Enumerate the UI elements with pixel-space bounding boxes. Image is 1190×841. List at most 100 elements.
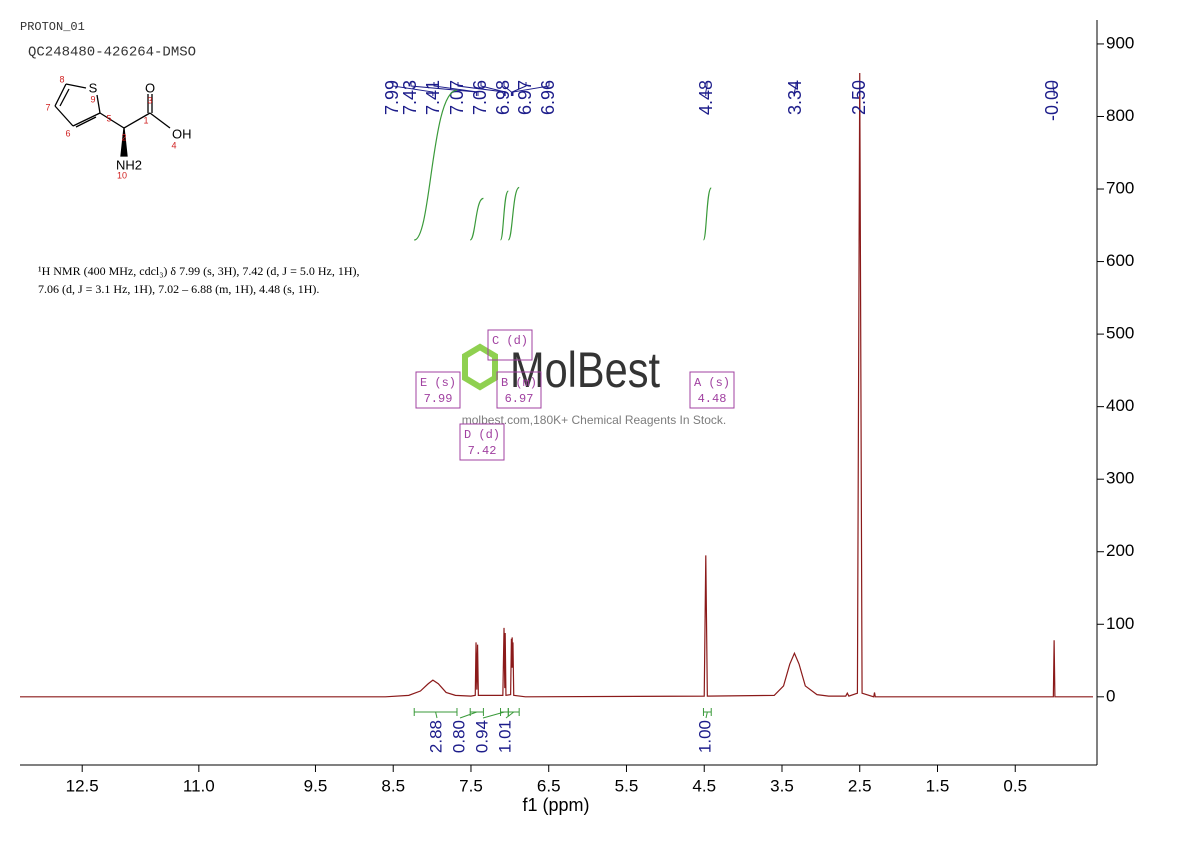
bond	[149, 112, 171, 129]
integral-leader	[459, 711, 477, 719]
watermark-tagline: molbest.com,180K+ Chemical Reagents In S…	[462, 413, 726, 427]
bond	[59, 88, 70, 107]
multiplet-shift: 7.42	[468, 444, 497, 458]
locant: 10	[117, 170, 127, 180]
multiplet-box	[689, 371, 735, 409]
multiplet-name: D (d)	[464, 428, 500, 442]
bond	[75, 116, 97, 128]
locant: 5	[106, 113, 111, 123]
peak-label: 6.97	[515, 80, 535, 115]
x-tick-label: 9.5	[304, 776, 328, 795]
experiment-name: PROTON_01	[20, 20, 85, 34]
peak-leader	[705, 82, 708, 96]
integral-curve	[507, 186, 520, 241]
peak-leader	[457, 82, 505, 96]
locant: 2	[121, 132, 126, 142]
report-line: ¹H NMR (400 MHz, cdcl₃) δ 7.99 (s, 3H), …	[38, 264, 360, 278]
peak-label: 7.41	[423, 80, 443, 115]
bond	[99, 112, 125, 129]
watermark: MolBest molbest.com,180K+ Chemical Reage…	[462, 342, 726, 427]
peak-label: 7.43	[400, 80, 420, 115]
peak-leader	[1052, 82, 1055, 96]
multiplet-box	[459, 423, 505, 461]
watermark-brand: MolBest	[510, 342, 660, 398]
watermark-logo	[462, 343, 498, 391]
integral-label: 2.88	[426, 720, 445, 753]
x-tick-label: 6.5	[537, 776, 561, 795]
y-tick-label: 0	[1106, 686, 1115, 705]
locant: 3	[147, 95, 152, 105]
x-tick-label: 0.5	[1003, 776, 1027, 795]
locant: 6	[65, 128, 70, 138]
peak-label: -0.00	[1042, 80, 1062, 121]
x-tick-label: 7.5	[459, 776, 483, 795]
x-tick-label: 2.5	[848, 776, 872, 795]
integral-leader	[482, 711, 505, 719]
molecule	[54, 83, 171, 157]
integral-label: 0.94	[472, 720, 491, 753]
x-tick-label: 8.5	[381, 776, 405, 795]
y-tick-label: 600	[1106, 251, 1134, 270]
bond	[96, 94, 101, 114]
x-tick-label: 3.5	[770, 776, 794, 795]
atom: OH	[172, 126, 192, 141]
integral-leader	[505, 711, 515, 719]
y-tick-label: 700	[1106, 179, 1134, 198]
x-tick-label: 12.5	[66, 776, 99, 795]
report-line: 7.06 (d, J = 3.1 Hz, 1H), 7.02 – 6.88 (m…	[38, 282, 319, 296]
multiplet-box	[496, 371, 542, 409]
peak-leader	[512, 82, 550, 96]
wedge-bond	[120, 127, 128, 157]
integral-bracket	[413, 708, 458, 716]
peak-leader	[392, 82, 434, 96]
bond	[54, 105, 74, 127]
peak-leader	[480, 82, 506, 96]
x-tick-label: 5.5	[615, 776, 639, 795]
integral-curve	[413, 89, 458, 241]
locant: 7	[45, 102, 50, 112]
multiplet-box	[415, 371, 461, 409]
y-tick-label: 900	[1106, 33, 1134, 52]
atom: O	[145, 80, 155, 95]
locant: 1	[143, 115, 148, 125]
integral-curve	[469, 197, 484, 241]
bond	[65, 83, 87, 89]
peak-label: 6.96	[538, 80, 558, 115]
bond	[54, 83, 67, 107]
peak-leader	[410, 82, 477, 96]
sample-name: QC248480-426264-DMSO	[28, 45, 196, 61]
integral-leader	[435, 711, 438, 719]
y-tick-label: 200	[1106, 541, 1134, 560]
bond	[123, 112, 151, 129]
integral-label: 0.80	[449, 720, 468, 753]
peak-label: 4.48	[696, 80, 716, 115]
peak-leader	[793, 82, 797, 96]
multiplet-box	[487, 329, 533, 361]
peak-leader	[503, 82, 512, 96]
bond	[72, 112, 101, 127]
y-tick-label: 400	[1106, 396, 1134, 415]
integral-curve	[499, 190, 509, 241]
multiplet-shift: 7.99	[424, 392, 453, 406]
integral-label: 1.01	[495, 720, 514, 753]
y-tick-label: 100	[1106, 614, 1134, 633]
locant: 8	[59, 74, 64, 84]
peak-label: 7.06	[470, 80, 490, 115]
x-tick-label: 11.0	[183, 776, 215, 795]
integral-label: 1.00	[695, 720, 714, 753]
x-tick-label: 4.5	[692, 776, 716, 795]
integral-leader	[705, 711, 708, 719]
locants: 1 2 3 4 5 6 7 8 9 10	[45, 74, 176, 180]
x-axis-label: f1 (ppm)	[522, 795, 589, 815]
multiplet-shift: 4.48	[698, 392, 727, 406]
peak-label: 2.50	[849, 80, 869, 115]
peak-label: 6.98	[493, 80, 513, 115]
peak-label: 7.99	[382, 80, 402, 115]
locant: 4	[171, 140, 176, 150]
multiplet-shift: 6.97	[505, 392, 534, 406]
multiplet-name: C (d)	[492, 334, 528, 348]
peak-label: 7.07	[447, 80, 467, 115]
atom: S	[89, 80, 98, 95]
